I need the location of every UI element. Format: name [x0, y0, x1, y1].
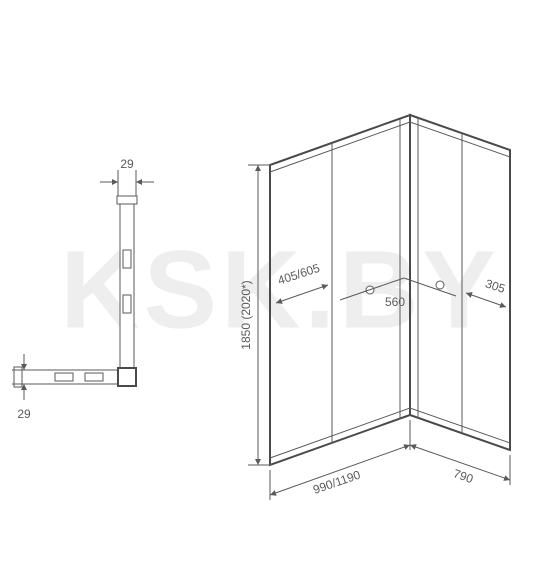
label-405-605: 405/605	[276, 261, 322, 288]
dim-left-panel: 405/605	[276, 261, 328, 303]
dim-top-29: 29	[100, 157, 154, 202]
enclosure-frame	[270, 115, 510, 465]
label-top-29: 29	[120, 157, 134, 171]
dim-base-left: 990/1190	[270, 420, 410, 500]
vertical-profile	[117, 196, 137, 370]
label-560: 560	[385, 295, 405, 309]
corner-joint	[118, 368, 136, 386]
left-plan-view: 29	[12, 157, 154, 421]
dim-base-right: 790	[410, 445, 510, 486]
label-305: 305	[484, 276, 508, 296]
diagram-canvas: KSK.BY 29	[0, 0, 560, 580]
diagram-svg: 29	[0, 0, 560, 580]
label-height: 1850 (2020*)	[239, 280, 253, 349]
dim-height: 1850 (2020*)	[239, 165, 272, 465]
dim-right-305: 305	[466, 276, 507, 307]
label-base-left: 990/1190	[311, 467, 362, 496]
label-left-29: 29	[17, 407, 31, 421]
label-base-right: 790	[452, 466, 476, 486]
right-iso-view: 1850 (2020*) 405/605 560 305	[239, 115, 510, 500]
handle-right	[436, 281, 444, 289]
